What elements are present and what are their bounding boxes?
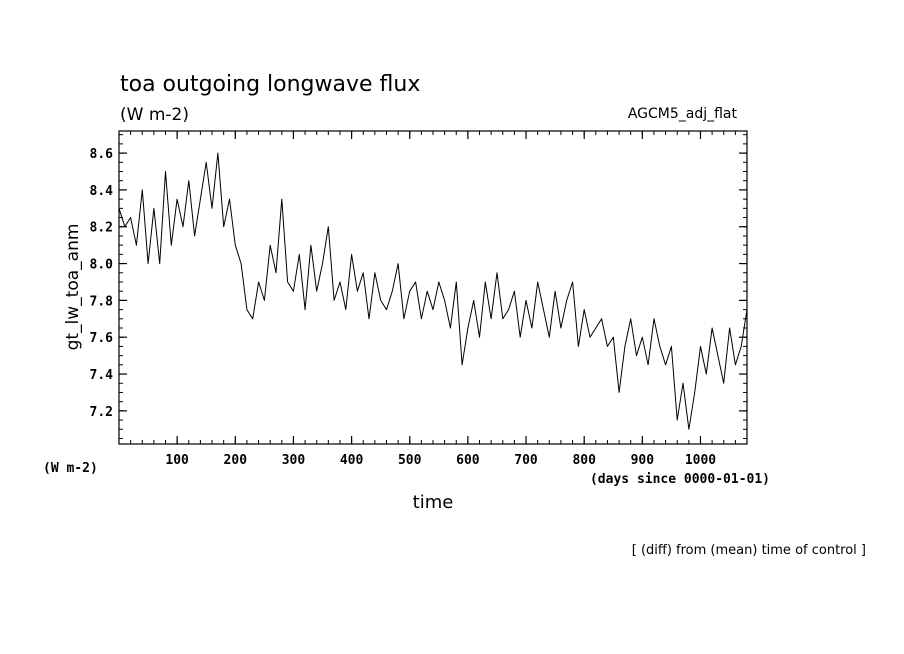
x-tick-label: 900 (631, 453, 655, 468)
series-line (118, 152, 748, 430)
y-tick-label: 8.4 (90, 184, 114, 199)
y-tick-label: 8.2 (90, 221, 113, 236)
y-tick-label: 7.8 (90, 294, 114, 309)
x-tick-label: 700 (514, 453, 538, 468)
chart-title: toa outgoing longwave flux (120, 72, 420, 97)
y-tick-label: 8.0 (90, 258, 114, 273)
x-tick-label: 800 (572, 453, 596, 468)
series-group (118, 152, 748, 430)
plot-frame (118, 130, 748, 445)
x-axis-label: time (413, 492, 454, 513)
x-tick-label: 300 (282, 453, 306, 468)
y-tick-label: 7.6 (90, 331, 114, 346)
y-units-label: (W m-2) (43, 461, 98, 476)
experiment-label: AGCM5_adj_flat (628, 106, 738, 122)
x-tick-label: 100 (165, 453, 189, 468)
axes-group (118, 130, 748, 445)
x-tick-label: 400 (340, 453, 364, 468)
x-units-label: (days since 0000-01-01) (590, 472, 770, 487)
y-axis-label: gt_lw_toa_anm (63, 224, 83, 351)
y-tick-label: 7.2 (90, 405, 113, 420)
units-label: (W m-2) (120, 105, 189, 125)
x-tick-label: 600 (456, 453, 480, 468)
x-tick-label: 1000 (685, 453, 716, 468)
x-tick-label: 500 (398, 453, 422, 468)
note-text: [ (diff) from (mean) time of control ] (632, 543, 866, 558)
x-tick-label: 200 (224, 453, 248, 468)
y-tick-label: 8.6 (90, 147, 114, 162)
y-tick-label: 7.4 (90, 368, 114, 383)
ticks-group: 100 200 300 400 500 600 700 800 900 1000 7.2 7.4 7.6… (90, 131, 747, 468)
